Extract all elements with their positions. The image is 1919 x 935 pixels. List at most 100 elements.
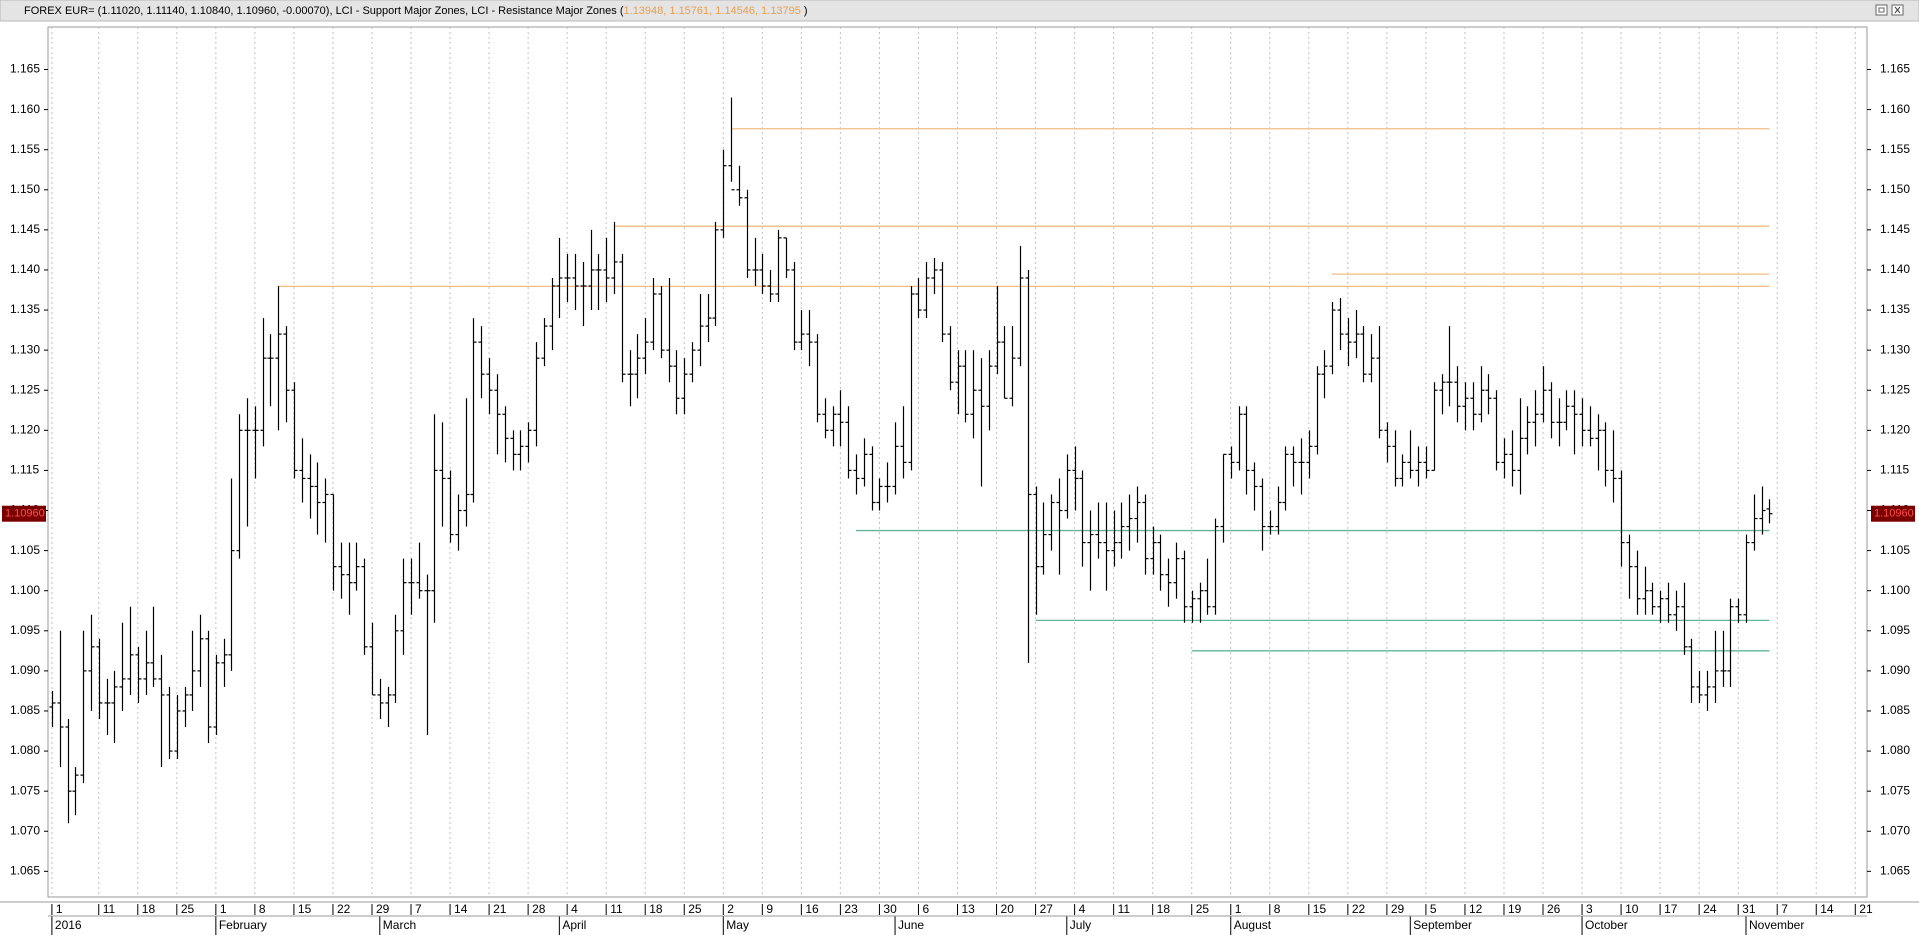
y-tick-label: 1.135 bbox=[10, 302, 40, 316]
x-tick-label: 31 bbox=[1742, 902, 1756, 916]
y-tick-label: 1.115 bbox=[10, 463, 39, 477]
x-tick-label: 14 bbox=[454, 902, 468, 916]
x-tick-label: 15 bbox=[298, 902, 312, 916]
y-tick-label: 1.145 bbox=[10, 222, 40, 236]
x-tick-label: 25 bbox=[1196, 902, 1210, 916]
x-tick-label: 11 bbox=[1118, 902, 1131, 916]
last-price-right: 1.10960 bbox=[1874, 508, 1914, 520]
x-tick-label: 18 bbox=[142, 902, 156, 916]
x-tick-label: 30 bbox=[883, 902, 897, 916]
y-tick-label: 1.095 bbox=[10, 623, 40, 637]
x-tick-label: 13 bbox=[962, 902, 976, 916]
x-tick-label: 2 bbox=[727, 902, 734, 916]
y-tick-label-right: 1.150 bbox=[1880, 182, 1910, 196]
y-tick-label-right: 1.165 bbox=[1880, 62, 1910, 76]
x-tick-label: 28 bbox=[532, 902, 546, 916]
y-tick-label: 1.080 bbox=[10, 743, 40, 757]
header: FOREX EUR= (1.11020, 1.11140, 1.10840, 1… bbox=[24, 5, 808, 17]
x-tick-label: 17 bbox=[1664, 902, 1678, 916]
y-tick-label-right: 1.130 bbox=[1880, 342, 1910, 356]
month-label: August bbox=[1234, 918, 1272, 932]
y-tick-label-right: 1.140 bbox=[1880, 262, 1910, 276]
y-tick-label: 1.075 bbox=[10, 783, 40, 797]
x-tick-label: 29 bbox=[376, 902, 390, 916]
y-tick-label: 1.165 bbox=[10, 62, 40, 76]
y-tick-label: 1.120 bbox=[10, 422, 40, 436]
month-label: September bbox=[1413, 918, 1472, 932]
restore-icon bbox=[1878, 7, 1885, 13]
x-tick-label: 14 bbox=[1820, 902, 1834, 916]
month-label: June bbox=[898, 918, 924, 932]
x-tick-label: 15 bbox=[1313, 902, 1327, 916]
x-tick-label: 7 bbox=[415, 902, 422, 916]
y-tick-label: 1.105 bbox=[10, 543, 40, 557]
x-tick-label: 19 bbox=[1508, 902, 1522, 916]
last-price-left: 1.10960 bbox=[5, 508, 45, 520]
header-title: FOREX EUR= (1.11020, 1.11140, 1.10840, 1… bbox=[24, 5, 624, 17]
y-tick-label-right: 1.065 bbox=[1880, 864, 1910, 878]
x-tick-label: 25 bbox=[181, 902, 195, 916]
header-close: ) bbox=[804, 5, 808, 17]
title-bar bbox=[0, 0, 1919, 22]
month-label: July bbox=[1070, 918, 1091, 932]
y-tick-label: 1.140 bbox=[10, 262, 40, 276]
y-tick-label: 1.130 bbox=[10, 342, 40, 356]
x-tick-label: 25 bbox=[688, 902, 702, 916]
y-tick-label-right: 1.075 bbox=[1880, 783, 1910, 797]
x-tick-label: 8 bbox=[259, 902, 266, 916]
x-tick-label: 26 bbox=[1547, 902, 1561, 916]
month-label: February bbox=[219, 918, 267, 932]
y-tick-label: 1.160 bbox=[10, 102, 40, 116]
last-price-right-box bbox=[1871, 505, 1915, 522]
x-tick-label: 1 bbox=[220, 902, 227, 916]
month-label: April bbox=[562, 918, 586, 932]
y-tick-label-right: 1.070 bbox=[1880, 823, 1910, 837]
x-tick-label: 21 bbox=[1859, 902, 1873, 916]
y-tick-label-right: 1.135 bbox=[1880, 302, 1910, 316]
x-tick-label: 11 bbox=[610, 902, 623, 916]
y-tick-label: 1.150 bbox=[10, 182, 40, 196]
month-label: May bbox=[726, 918, 749, 932]
y-tick-label-right: 1.105 bbox=[1880, 543, 1910, 557]
restore-button[interactable] bbox=[1875, 4, 1888, 16]
y-tick-label-right: 1.100 bbox=[1880, 583, 1910, 597]
close-icon bbox=[1894, 6, 1901, 14]
x-tick-label: 3 bbox=[1586, 902, 1593, 916]
x-tick-label: 18 bbox=[1157, 902, 1171, 916]
y-tick-label-right: 1.085 bbox=[1880, 703, 1910, 717]
y-tick-label-right: 1.155 bbox=[1880, 142, 1910, 156]
x-tick-label: 8 bbox=[1274, 902, 1281, 916]
y-tick-label-right: 1.090 bbox=[1880, 663, 1910, 677]
y-tick-label: 1.090 bbox=[10, 663, 40, 677]
y-tick-label-right: 1.160 bbox=[1880, 102, 1910, 116]
x-tick-label: 20 bbox=[1001, 902, 1015, 916]
y-tick-label-right: 1.115 bbox=[1880, 463, 1909, 477]
y-tick-label-right: 1.095 bbox=[1880, 623, 1910, 637]
month-label: October bbox=[1585, 918, 1628, 932]
x-tick-label: 11 bbox=[103, 902, 116, 916]
x-tick-label: 7 bbox=[1781, 902, 1788, 916]
y-tick-label: 1.155 bbox=[10, 142, 40, 156]
month-label: November bbox=[1749, 918, 1804, 932]
x-tick-label: 6 bbox=[922, 902, 929, 916]
x-tick-label: 18 bbox=[649, 902, 663, 916]
x-tick-label: 22 bbox=[1352, 902, 1366, 916]
x-tick-label: 1 bbox=[56, 902, 63, 916]
y-tick-label-right: 1.125 bbox=[1880, 382, 1910, 396]
x-tick-label: 21 bbox=[493, 902, 507, 916]
x-tick-label: 9 bbox=[766, 902, 773, 916]
y-tick-label: 1.085 bbox=[10, 703, 40, 717]
y-tick-label-right: 1.145 bbox=[1880, 222, 1910, 236]
y-tick-label: 1.125 bbox=[10, 382, 40, 396]
x-tick-label: 22 bbox=[337, 902, 351, 916]
x-tick-label: 10 bbox=[1625, 902, 1639, 916]
y-tick-label: 1.065 bbox=[10, 864, 40, 878]
x-tick-label: 27 bbox=[1040, 902, 1054, 916]
x-tick-label: 23 bbox=[844, 902, 858, 916]
x-tick-label: 16 bbox=[805, 902, 819, 916]
y-tick-label: 1.070 bbox=[10, 823, 40, 837]
y-tick-label-right: 1.080 bbox=[1880, 743, 1910, 757]
x-tick-label: 4 bbox=[571, 902, 578, 916]
